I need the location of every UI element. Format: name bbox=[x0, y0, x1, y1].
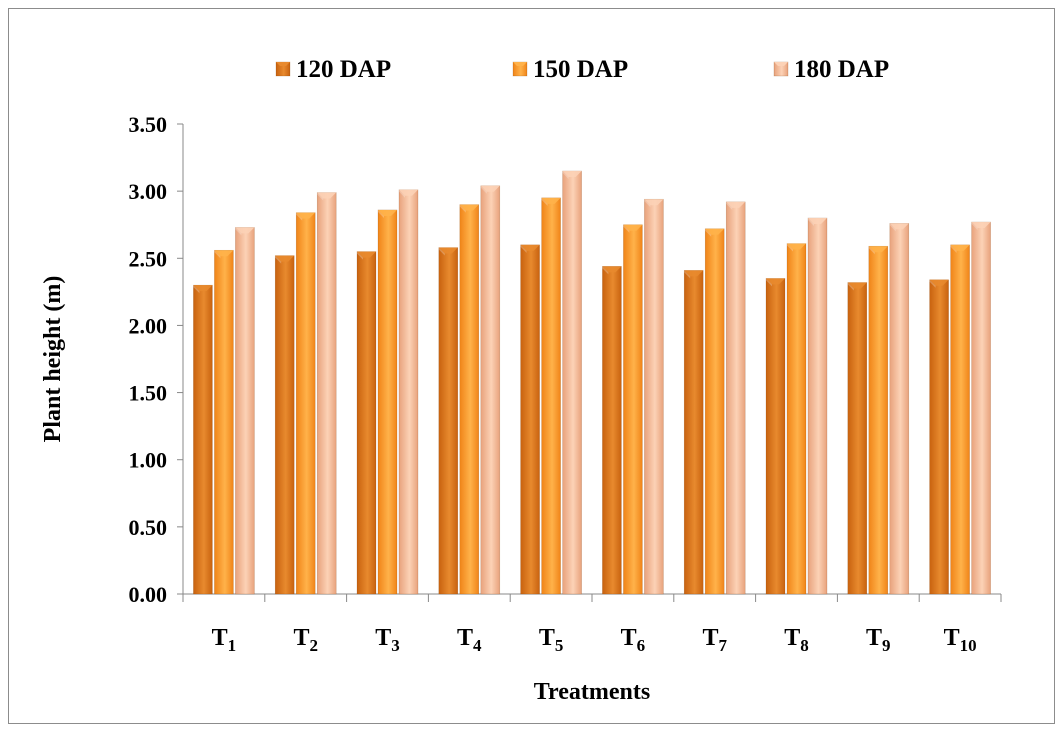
legend-label: 150 DAP bbox=[533, 56, 628, 83]
y-tick-label: 3.50 bbox=[129, 112, 168, 137]
bar bbox=[807, 217, 828, 595]
legend-item: 180 DAP bbox=[773, 56, 889, 83]
y-tick-label: 0.50 bbox=[129, 515, 168, 540]
bar bbox=[765, 278, 786, 595]
bar bbox=[316, 192, 337, 595]
bar bbox=[274, 255, 295, 595]
y-tick-label: 3.00 bbox=[129, 179, 168, 204]
bar bbox=[950, 244, 970, 595]
x-axis-title: Treatments bbox=[534, 679, 650, 705]
bar bbox=[644, 198, 664, 595]
bar bbox=[847, 282, 868, 595]
bar bbox=[356, 251, 377, 595]
legend-label: 180 DAP bbox=[794, 56, 889, 83]
bars bbox=[193, 170, 991, 595]
bar bbox=[562, 170, 582, 595]
bar bbox=[683, 270, 704, 595]
x-tick-label: T5 bbox=[539, 625, 564, 655]
bar bbox=[459, 204, 480, 595]
bar bbox=[295, 212, 316, 595]
legend: 120 DAP 150 DAP 180 DAP bbox=[275, 56, 889, 83]
y-axis-title: Plant height (m) bbox=[40, 276, 66, 443]
y-tick-label: 0.00 bbox=[129, 582, 168, 607]
x-tick-label: T9 bbox=[866, 625, 891, 655]
x-tick-label: T8 bbox=[784, 625, 809, 655]
bar bbox=[786, 243, 807, 595]
y-tick-label: 2.50 bbox=[129, 246, 168, 271]
bar bbox=[971, 221, 991, 595]
legend-label: 120 DAP bbox=[296, 56, 391, 83]
legend-item: 150 DAP bbox=[512, 56, 628, 83]
bar bbox=[929, 279, 949, 595]
bar bbox=[235, 227, 255, 595]
x-tick-label: T7 bbox=[702, 625, 727, 655]
bar bbox=[623, 224, 643, 595]
bar bbox=[480, 185, 501, 595]
x-tick-label: T2 bbox=[293, 625, 318, 655]
y-tick-label: 1.50 bbox=[129, 381, 168, 406]
bar bbox=[602, 266, 622, 595]
x-tick-label: T4 bbox=[457, 625, 482, 655]
x-tick-label: T6 bbox=[621, 625, 646, 655]
x-axis: T1 T2 T3 T4 T5 T6 T7 T8 T9 T10 bbox=[182, 593, 1002, 655]
bar bbox=[193, 284, 213, 595]
bar bbox=[377, 209, 398, 595]
y-tick-label: 1.00 bbox=[129, 448, 168, 473]
bar bbox=[868, 245, 889, 595]
bar bbox=[520, 244, 540, 595]
legend-item: 120 DAP bbox=[275, 56, 391, 83]
x-tick-label: T10 bbox=[944, 625, 977, 655]
bar bbox=[438, 247, 459, 595]
bar bbox=[541, 197, 561, 595]
bar bbox=[725, 201, 746, 595]
y-axis: 0.00 0.50 1.00 1.50 2.00 2.50 3.00 3.50 bbox=[129, 112, 184, 607]
bar bbox=[704, 228, 725, 595]
bar bbox=[889, 223, 910, 595]
x-tick-label: T3 bbox=[375, 625, 400, 655]
y-tick-label: 2.00 bbox=[129, 313, 168, 338]
x-tick-label: T1 bbox=[212, 625, 237, 655]
bar bbox=[214, 249, 234, 595]
bar bbox=[398, 189, 419, 595]
